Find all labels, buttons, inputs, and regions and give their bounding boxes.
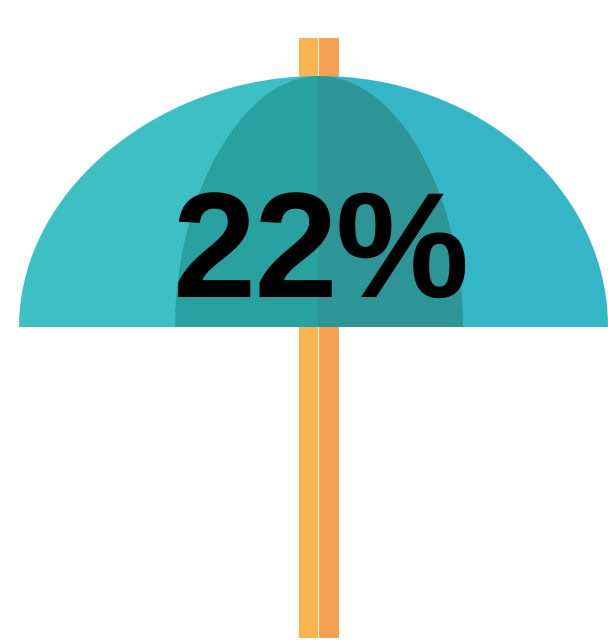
umbrella-pole-overlay	[318, 76, 319, 327]
umbrella-canopy-inner-left	[175, 76, 319, 327]
umbrella-canopy-inner-right	[319, 76, 463, 327]
percent-label: 22%	[172, 161, 469, 329]
